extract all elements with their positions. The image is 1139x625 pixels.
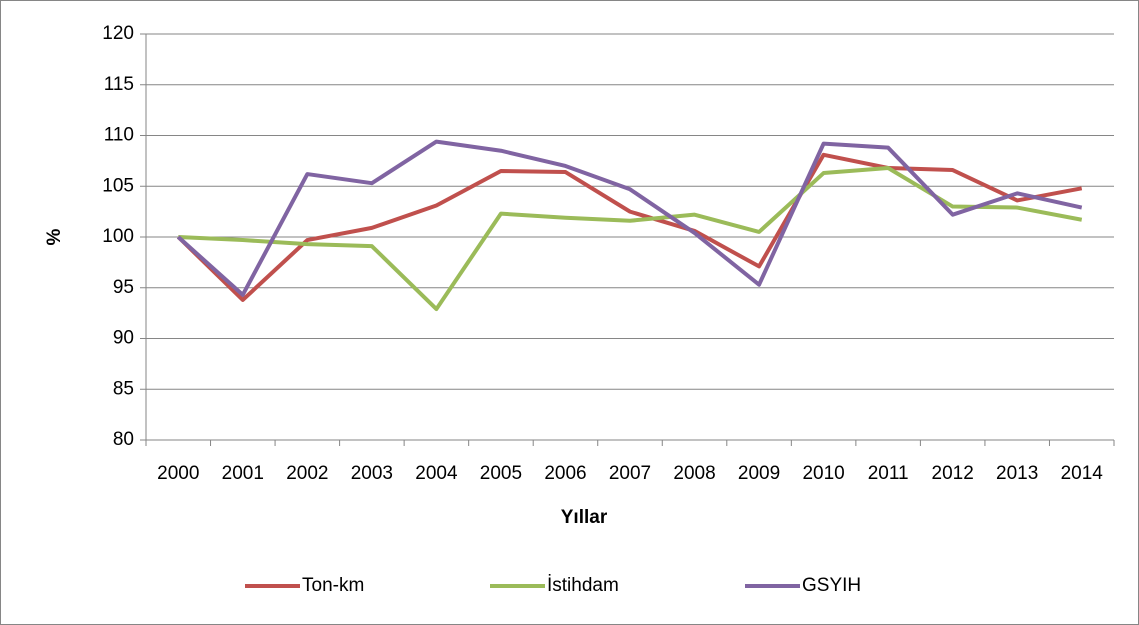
- x-tick-label: 2007: [609, 463, 651, 484]
- x-tick-label: 2005: [480, 463, 522, 484]
- y-tick-label: 105: [102, 175, 134, 196]
- legend-label: GSYIH: [802, 575, 861, 596]
- x-tick-label: 2014: [1061, 463, 1104, 484]
- x-tick-label: 2011: [868, 463, 909, 484]
- y-tick-label: 95: [113, 277, 134, 298]
- x-tick-label: 2003: [351, 463, 393, 484]
- x-tick-label: 2012: [932, 463, 974, 484]
- y-tick-label: 100: [102, 226, 134, 247]
- x-tick-label: 2000: [157, 463, 199, 484]
- x-tick-label: 2004: [415, 463, 458, 484]
- series-line: [176, 139, 1083, 297]
- x-tick-label: 2010: [802, 463, 844, 484]
- y-tick-label: 110: [104, 125, 134, 146]
- series-line: [176, 152, 1083, 302]
- y-tick-label: 115: [104, 74, 134, 95]
- x-tick-label: 2006: [544, 463, 586, 484]
- x-tick-label: 2009: [738, 463, 780, 484]
- x-tick-label: 2013: [996, 463, 1038, 484]
- y-tick-label: 85: [113, 378, 134, 399]
- y-tick-label: 120: [102, 23, 134, 44]
- y-axis-label: %: [44, 228, 65, 245]
- y-tick-label: 90: [113, 328, 134, 349]
- x-tick-label: 2002: [286, 463, 328, 484]
- x-tick-label: 2008: [673, 463, 715, 484]
- legend-label: Ton-km: [302, 575, 364, 596]
- x-axis-label: Yıllar: [561, 507, 608, 528]
- legend-label: İstihdam: [547, 575, 619, 596]
- x-tick-label: 2001: [222, 463, 264, 484]
- y-tick-label: 80: [113, 429, 134, 450]
